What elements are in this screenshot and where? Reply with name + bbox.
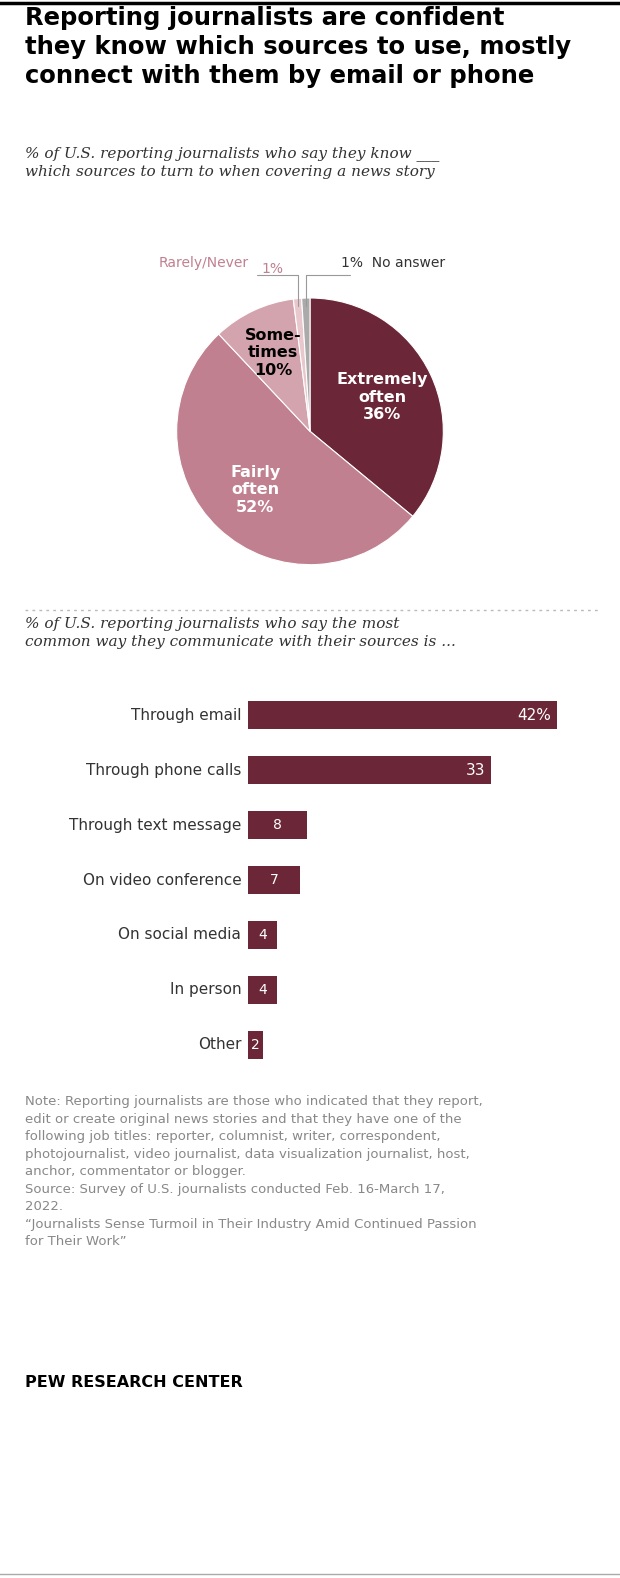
Text: On social media: On social media — [118, 928, 241, 942]
Bar — [248, 1030, 263, 1059]
Bar — [248, 975, 278, 1004]
Text: Reporting journalists are confident
they know which sources to use, mostly
conne: Reporting journalists are confident they… — [25, 6, 571, 87]
Bar — [248, 920, 278, 950]
Text: Note: Reporting journalists are those who indicated that they report,
edit or cr: Note: Reporting journalists are those wh… — [25, 1095, 482, 1248]
Text: Some-
times
10%: Some- times 10% — [245, 328, 301, 377]
Text: 42%: 42% — [518, 707, 551, 723]
Text: In person: In person — [170, 983, 241, 997]
Text: PEW RESEARCH CENTER: PEW RESEARCH CENTER — [25, 1374, 242, 1390]
Text: 1%  No answer: 1% No answer — [340, 256, 445, 270]
Wedge shape — [177, 335, 413, 565]
Text: 1%: 1% — [262, 262, 284, 276]
Text: 4: 4 — [259, 983, 267, 997]
Text: % of U.S. reporting journalists who say the most
common way they communicate wit: % of U.S. reporting journalists who say … — [25, 617, 456, 649]
Wedge shape — [310, 298, 443, 516]
Text: 4: 4 — [259, 928, 267, 942]
Text: Through phone calls: Through phone calls — [86, 762, 241, 778]
Text: Through email: Through email — [131, 707, 241, 723]
Text: Fairly
often
52%: Fairly often 52% — [230, 466, 280, 514]
Text: 7: 7 — [270, 873, 278, 887]
Text: On video conference: On video conference — [82, 873, 241, 887]
Wedge shape — [219, 300, 310, 431]
Text: 8: 8 — [273, 817, 282, 832]
Text: Other: Other — [198, 1037, 241, 1053]
Text: Extremely
often
36%: Extremely often 36% — [337, 372, 428, 423]
Text: Rarely/Never: Rarely/Never — [158, 256, 249, 270]
Text: % of U.S. reporting journalists who say they know ___
which sources to turn to w: % of U.S. reporting journalists who say … — [25, 147, 439, 178]
Text: 2: 2 — [251, 1038, 260, 1053]
Wedge shape — [301, 298, 310, 431]
Bar — [248, 756, 491, 784]
Bar — [248, 811, 307, 839]
Text: 33: 33 — [466, 762, 485, 778]
Bar — [248, 866, 299, 895]
Wedge shape — [293, 298, 310, 431]
Text: Through text message: Through text message — [69, 817, 241, 833]
Bar — [248, 701, 557, 729]
